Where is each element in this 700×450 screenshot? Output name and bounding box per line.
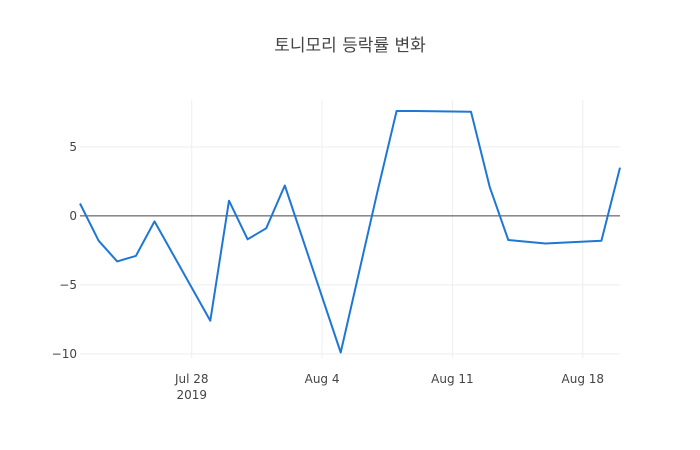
axis-layer: Jul 28 Aug 4 Aug 11 Aug 18 2019 5 0 −5 −10 xyxy=(52,140,620,402)
series-layer xyxy=(79,110,621,354)
x-tick-label: Aug 18 xyxy=(562,372,605,386)
x-tick-label: Jul 28 xyxy=(174,372,209,386)
y-tick-label: 5 xyxy=(69,140,77,154)
x-tick-label: Aug 11 xyxy=(431,372,474,386)
chart-title: 토니모리 등락률 변화 xyxy=(274,36,426,56)
y-tick-label: −5 xyxy=(59,278,77,292)
x-tick-label: Aug 4 xyxy=(305,372,340,386)
series-line xyxy=(79,110,621,354)
y-tick-label: 0 xyxy=(69,209,77,223)
grid-layer xyxy=(80,100,620,358)
x-tick-year-label: 2019 xyxy=(176,388,207,402)
y-tick-label: −10 xyxy=(52,347,77,361)
